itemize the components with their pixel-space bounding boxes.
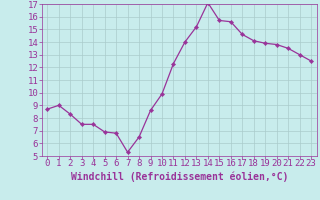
X-axis label: Windchill (Refroidissement éolien,°C): Windchill (Refroidissement éolien,°C) <box>70 171 288 182</box>
